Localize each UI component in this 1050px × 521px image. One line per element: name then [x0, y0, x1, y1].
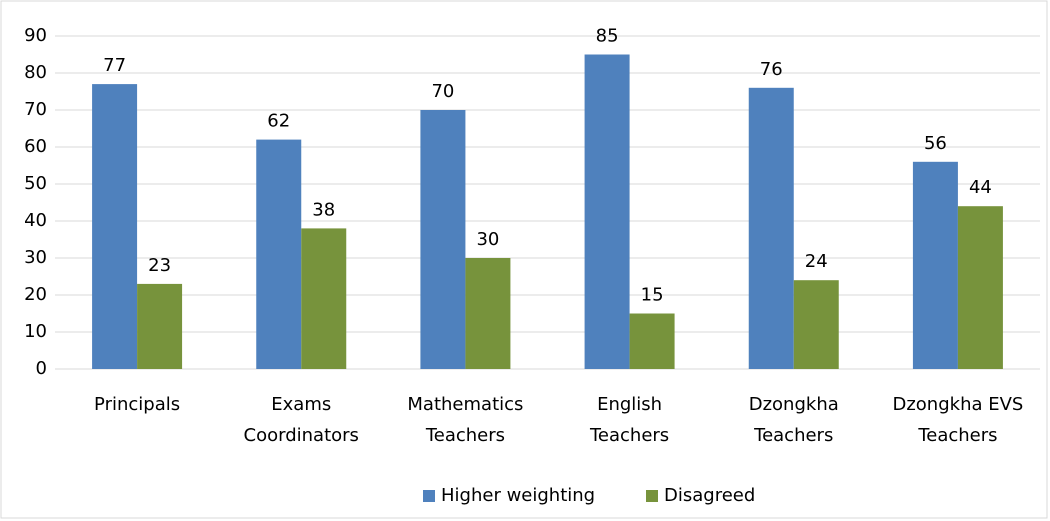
data-label: 44 — [969, 177, 992, 198]
x-tick-label: Dzongkha EVS Teachers — [892, 394, 1023, 446]
y-tick-label: 30 — [24, 247, 47, 268]
bar — [793, 280, 839, 369]
data-label: 23 — [148, 255, 171, 276]
bar — [465, 258, 511, 369]
y-tick-label: 20 — [24, 284, 47, 305]
data-label: 38 — [312, 199, 335, 220]
x-tick-label: Principals — [94, 394, 180, 415]
bar — [748, 87, 794, 370]
y-tick-label: 0 — [36, 358, 47, 379]
bar — [137, 283, 183, 369]
legend-label: Higher weighting — [441, 485, 595, 506]
data-label: 62 — [267, 111, 290, 132]
legend-swatch — [646, 490, 658, 502]
bar — [957, 206, 1003, 369]
x-tick-label: Exams Coordinators — [244, 394, 359, 446]
data-label: 70 — [431, 81, 454, 102]
y-tick-label: 40 — [24, 210, 47, 231]
y-tick-label: 90 — [24, 25, 47, 46]
y-tick-label: 80 — [24, 62, 47, 83]
y-tick-label: 70 — [24, 99, 47, 120]
bar — [629, 313, 675, 369]
x-tick-label: English Teachers — [589, 394, 669, 446]
bar — [912, 161, 958, 369]
data-label: 15 — [641, 285, 664, 306]
x-tick-label: Dzongkha Teachers — [749, 394, 839, 446]
legend-swatch — [423, 490, 435, 502]
bar — [301, 228, 347, 369]
data-label: 30 — [476, 229, 499, 250]
legend-label: Disagreed — [664, 485, 755, 506]
bar — [584, 54, 630, 369]
data-label: 76 — [760, 59, 783, 80]
y-tick-label: 60 — [24, 136, 47, 157]
data-label: 77 — [103, 55, 126, 76]
bar — [92, 84, 138, 369]
y-tick-label: 10 — [24, 321, 47, 342]
bar — [420, 110, 466, 369]
data-label: 85 — [596, 26, 619, 47]
x-tick-label: Mathematics Teachers — [407, 394, 523, 446]
data-label: 24 — [805, 251, 828, 272]
bar — [256, 139, 302, 369]
y-tick-label: 50 — [24, 173, 47, 194]
data-label: 56 — [924, 133, 947, 154]
